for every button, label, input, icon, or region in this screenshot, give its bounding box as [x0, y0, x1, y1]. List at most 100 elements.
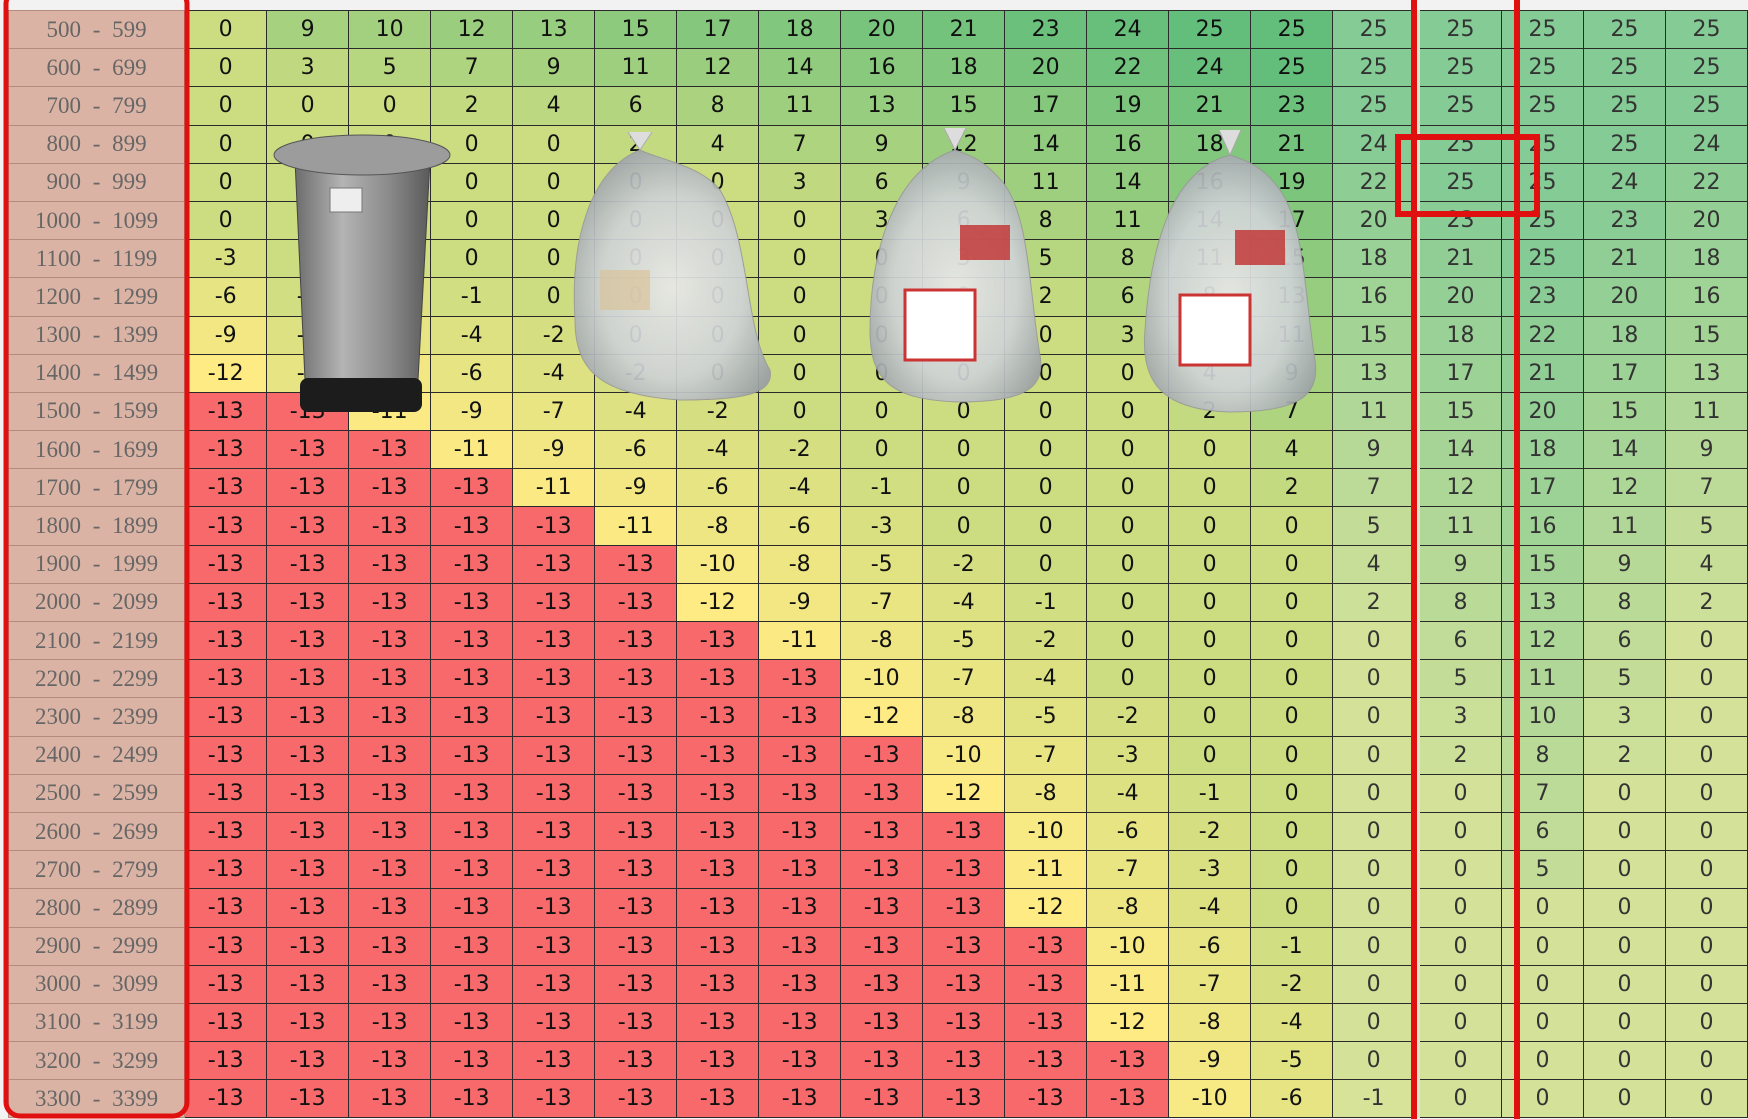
cell: -13 — [840, 850, 924, 890]
cell: 0 — [430, 124, 514, 164]
cell: -13 — [512, 773, 596, 813]
cell: -13 — [184, 468, 268, 508]
cell: 13 — [1250, 277, 1334, 317]
table-row: 700 - 799 0 0 0 2 4 6 8 11 13 15 17 19 21 23 25 25 25 25 25 — [7, 86, 1748, 126]
cell: -8 — [922, 697, 1006, 737]
cell: 9 — [266, 9, 350, 50]
cell: -13 — [266, 506, 350, 546]
cell: 16 — [1501, 506, 1584, 546]
cell: 24 — [1168, 48, 1252, 88]
cell: -9 — [1168, 1041, 1252, 1081]
cell: 0 — [1501, 1041, 1584, 1081]
cell: -13 — [348, 1002, 432, 1043]
cell: 14 — [758, 48, 842, 88]
cell: 25 — [1664, 48, 1748, 88]
cell: -13 — [840, 1041, 924, 1081]
cell: 22 — [1501, 315, 1584, 355]
cell: 14 — [1004, 124, 1088, 164]
cell: 23 — [1250, 86, 1334, 126]
cell: 0 — [1250, 659, 1334, 699]
cell: 4 — [1168, 353, 1252, 393]
cell: 0 — [1664, 926, 1748, 966]
cell: -13 — [348, 926, 432, 966]
cell: 24 — [1582, 162, 1666, 202]
cell: -13 — [430, 735, 514, 775]
cell: 0 — [676, 315, 760, 355]
cell: 2 — [594, 124, 678, 164]
cell: -10 — [840, 659, 924, 699]
cell: -13 — [184, 544, 268, 584]
cell: -13 — [512, 659, 596, 699]
cell: 10 — [348, 9, 432, 50]
cell: 15 — [1414, 391, 1503, 432]
cell: 11 — [1414, 506, 1503, 546]
cell: 0 — [184, 162, 268, 202]
cell: -5 — [922, 620, 1006, 661]
cell: 7 — [1250, 391, 1334, 432]
cell: 0 — [1414, 888, 1503, 928]
cell: 0 — [758, 239, 842, 279]
row-label: 3300 - 3399 — [7, 1079, 186, 1119]
cell: -7 — [922, 659, 1006, 699]
cell: 17 — [1582, 353, 1666, 393]
cell: 0 — [1332, 1041, 1418, 1081]
cell: 0 — [1004, 315, 1088, 355]
cell: 13 — [1332, 353, 1418, 393]
cell: -9 — [594, 468, 678, 508]
cell: 24 — [1664, 124, 1748, 164]
cell: 9 — [1250, 353, 1334, 393]
row-label: 3000 - 3099 — [7, 964, 186, 1004]
cell: 0 — [840, 430, 924, 470]
cell: -13 — [348, 811, 432, 852]
table-row: 1300 - 1399 -9 -4 -6 -4 -2 0 0 0 0 0 0 3 6 11 15 18 22 18 1… — [7, 315, 1748, 355]
cell: -3 — [1168, 850, 1252, 890]
cell: -13 — [348, 506, 432, 546]
cell: -4 — [1168, 888, 1252, 928]
cell: 8 — [1086, 239, 1170, 279]
cell: 0 — [922, 277, 1006, 317]
cell: -12 — [676, 582, 760, 623]
cell: 0 — [1332, 811, 1418, 852]
cell: 0 — [922, 506, 1006, 546]
cell: -13 — [348, 1079, 432, 1119]
cell: 25 — [1250, 48, 1334, 88]
cell: 0 — [922, 430, 1006, 470]
cell: -13 — [512, 811, 596, 852]
cell: 0 — [1664, 1041, 1748, 1081]
cell: -9 — [430, 391, 514, 432]
cell: -13 — [184, 659, 268, 699]
cell: -13 — [184, 391, 268, 432]
cell: -13 — [922, 888, 1006, 928]
cell: 13 — [512, 9, 596, 50]
cell: 5 — [1004, 239, 1088, 279]
cell: -13 — [594, 1002, 678, 1043]
row-label: 900 - 999 — [7, 162, 186, 202]
cell: 0 — [1664, 964, 1748, 1004]
cell: -13 — [594, 620, 678, 661]
cell: -2 — [1086, 697, 1170, 737]
row-label: 3100 - 3199 — [7, 1002, 186, 1043]
cell: 0 — [1414, 850, 1503, 890]
cell: -13 — [840, 888, 924, 928]
cell: 25 — [1501, 162, 1584, 202]
cell: -13 — [594, 926, 678, 966]
cell: 11 — [1582, 506, 1666, 546]
cell: 2 — [1332, 582, 1418, 623]
cell: 0 — [1332, 888, 1418, 928]
cell: -9 — [512, 430, 596, 470]
table-row: 2600 - 2699 -13 -13 -13 -13 -13 -13 -13 -13 -13 -1… — [7, 811, 1748, 852]
cell: -9 — [184, 315, 268, 355]
cell: -3 — [840, 506, 924, 546]
cell: -4 — [758, 468, 842, 508]
cell: 0 — [184, 200, 268, 241]
cell: 0 — [1501, 888, 1584, 928]
cell: 0 — [1168, 697, 1252, 737]
cell: -12 — [184, 353, 268, 393]
row-label: 2400 - 2499 — [7, 735, 186, 775]
cell: -13 — [512, 544, 596, 584]
row-label: 2200 - 2299 — [7, 659, 186, 699]
cell: -2 — [1168, 811, 1252, 852]
cell: 0 — [1250, 506, 1334, 546]
cell: 0 — [1004, 506, 1088, 546]
